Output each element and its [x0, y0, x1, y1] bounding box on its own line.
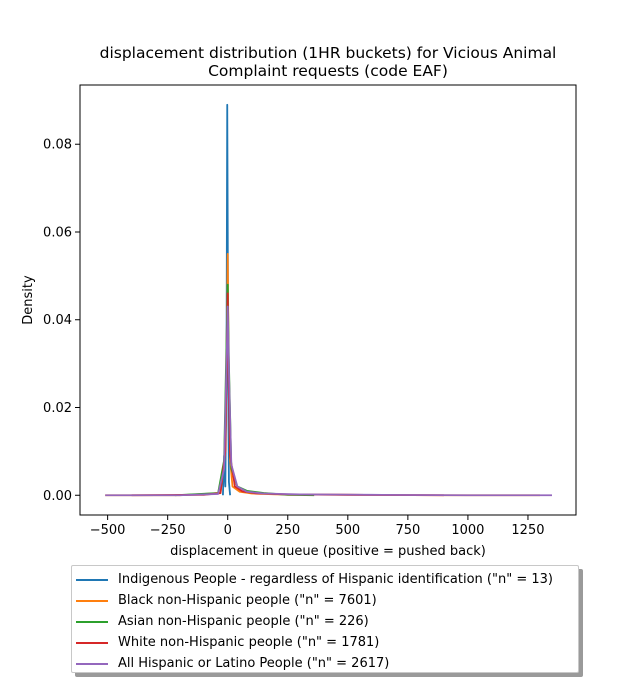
- series-line-4: [105, 305, 552, 497]
- y-tick-label: 0.06: [43, 225, 72, 240]
- plot-area: [80, 85, 576, 515]
- x-tick-label: −250: [150, 523, 186, 538]
- chart: displacement distribution (1HR buckets) …: [21, 44, 577, 559]
- y-tick-label: 0.00: [43, 489, 72, 504]
- y-tick-label: 0.04: [43, 313, 72, 328]
- legend-swatch: [76, 662, 108, 665]
- chart-title-line2: Complaint requests (code EAF): [208, 62, 448, 80]
- legend-label: All Hispanic or Latino People ("n" = 261…: [118, 656, 390, 671]
- legend-label: Black non-Hispanic people ("n" = 7601): [118, 593, 377, 608]
- series-layer: [105, 103, 552, 497]
- y-tick-label: 0.02: [43, 401, 72, 416]
- x-tick-label: 1000: [451, 523, 484, 538]
- chart-title-line1: displacement distribution (1HR buckets) …: [100, 44, 557, 62]
- y-axis-label: Density: [21, 275, 36, 325]
- x-axis-ticks: −500 −250 0 250 500 750 1000 1250: [90, 515, 545, 538]
- legend-swatch: [76, 578, 108, 581]
- legend-swatch: [76, 620, 108, 623]
- legend-item: All Hispanic or Latino People ("n" = 261…: [72, 653, 578, 674]
- y-tick-label: 0.08: [43, 138, 72, 153]
- y-axis-ticks: 0.00 0.02 0.04 0.06 0.08: [43, 138, 80, 504]
- legend-label: Asian non-Hispanic people ("n" = 226): [118, 614, 369, 629]
- legend-item: Indigenous People - regardless of Hispan…: [72, 569, 578, 590]
- legend-item: Asian non-Hispanic people ("n" = 226): [72, 611, 578, 632]
- legend-swatch: [76, 641, 108, 644]
- x-tick-label: 0: [224, 523, 232, 538]
- chart-legend: Indigenous People - regardless of Hispan…: [71, 565, 579, 673]
- x-tick-label: −500: [90, 523, 126, 538]
- legend-item: White non-Hispanic people ("n" = 1781): [72, 632, 578, 653]
- x-axis-label: displacement in queue (positive = pushed…: [170, 544, 486, 559]
- x-tick-label: 1250: [511, 523, 544, 538]
- legend-swatch: [76, 599, 108, 602]
- legend-label: Indigenous People - regardless of Hispan…: [118, 572, 553, 587]
- plot-frame: [79, 84, 577, 516]
- x-tick-label: 750: [395, 523, 420, 538]
- legend-item: Black non-Hispanic people ("n" = 7601): [72, 590, 578, 611]
- legend-label: White non-Hispanic people ("n" = 1781): [118, 635, 380, 650]
- x-tick-label: 250: [275, 523, 300, 538]
- x-tick-label: 500: [335, 523, 360, 538]
